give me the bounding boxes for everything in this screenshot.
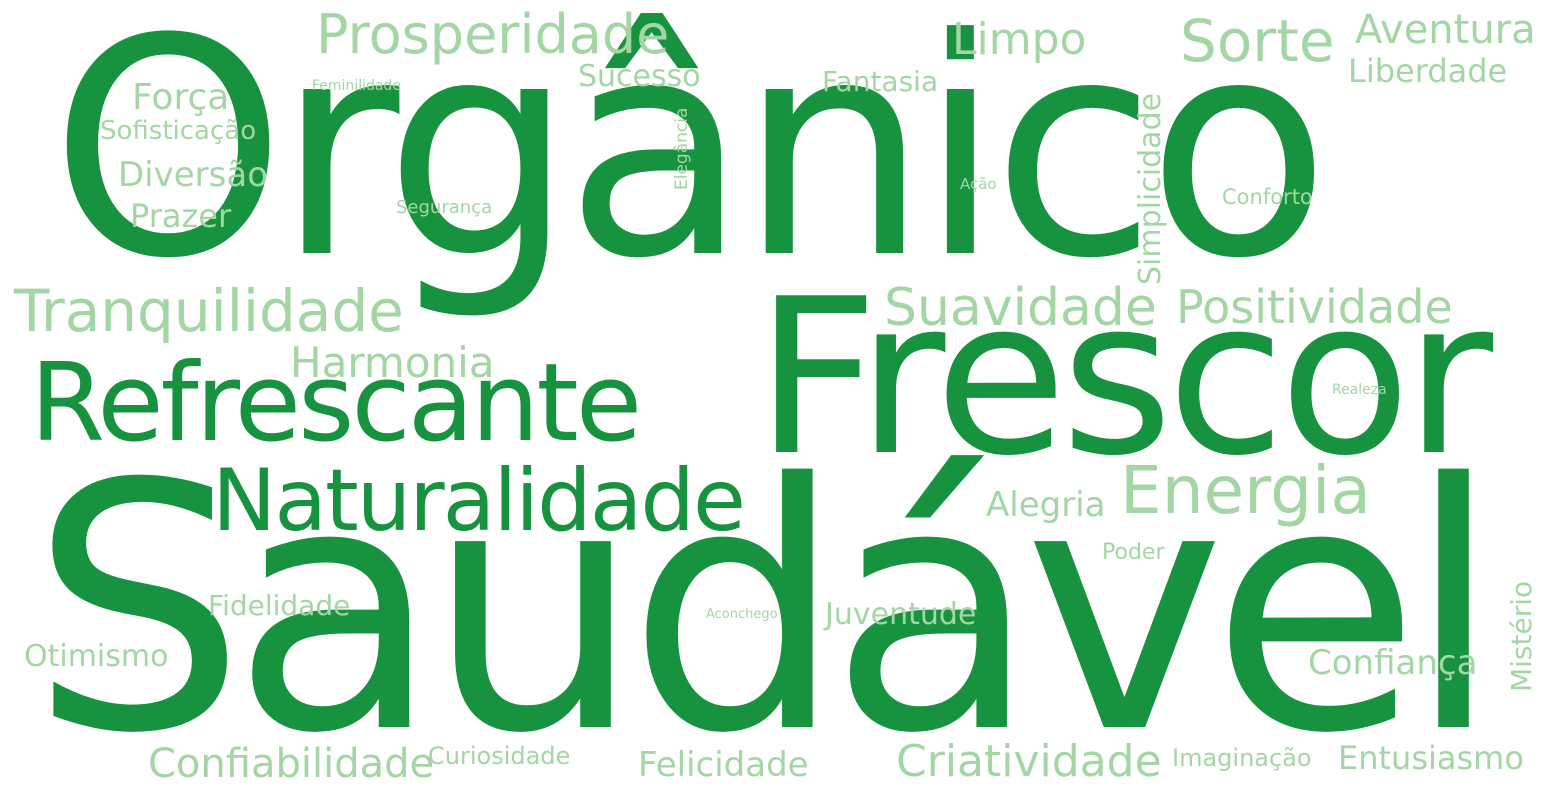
word-imaginacao: Imaginação: [1172, 744, 1312, 772]
word-otimismo: Otimismo: [24, 639, 169, 674]
word-frescor: Frescor: [755, 252, 1493, 503]
word-aventura: Aventura: [1355, 7, 1536, 53]
word-fidelidade: Fidelidade: [208, 589, 351, 622]
word-tranquilidade: Tranquilidade: [14, 277, 404, 345]
word-alegria: Alegria: [986, 485, 1106, 525]
word-criatividade: Criatividade: [896, 736, 1162, 787]
word-sucesso: Sucesso: [578, 59, 701, 94]
word-liberdade: Liberdade: [1348, 52, 1508, 90]
word-suavidade: Suavidade: [884, 278, 1157, 338]
word-acao: Ação: [960, 175, 997, 193]
word-conforto: Conforto: [1222, 185, 1313, 209]
word-saudavel: Saudável: [30, 412, 1501, 790]
word-energia: Energia: [1120, 452, 1371, 529]
word-misterio: Mistério: [1505, 580, 1538, 692]
word-sofisticacao: Sofisticação: [100, 116, 257, 146]
word-poder: Poder: [1102, 540, 1165, 565]
word-refrescante: Refrescante: [30, 341, 642, 466]
word-feminilidade: Feminilidade: [312, 78, 401, 94]
word-prosperidade: Prosperidade: [316, 3, 670, 66]
word-limpo: Limpo: [952, 14, 1087, 65]
word-confiabilidade: Confiabilidade: [148, 741, 435, 787]
word-juventude: Juventude: [825, 597, 977, 632]
word-organico: Orgânico: [50, 0, 1330, 324]
word-harmonia: Harmonia: [290, 338, 495, 387]
word-realeza: Realeza: [1332, 382, 1387, 398]
word-felicidade: Felicidade: [638, 745, 809, 785]
word-fantasia: Fantasia: [822, 65, 939, 98]
word-simplicidade: Simplicidade: [1133, 92, 1168, 285]
word-forca: Força: [132, 77, 230, 118]
word-confianca: Confiança: [1308, 643, 1478, 683]
word-seguranca: Segurança: [396, 197, 493, 218]
word-elegancia: Elegância: [672, 107, 692, 190]
word-aconchego: Aconchego: [706, 607, 778, 622]
word-prazer: Prazer: [130, 197, 232, 235]
word-entusiasmo: Entusiasmo: [1338, 739, 1524, 777]
word-diversao: Diversão: [118, 155, 268, 195]
word-naturalidade: Naturalidade: [212, 451, 746, 551]
word-curiosidade: Curiosidade: [428, 742, 571, 770]
word-sorte: Sorte: [1180, 7, 1335, 75]
word-positividade: Positividade: [1176, 280, 1453, 334]
